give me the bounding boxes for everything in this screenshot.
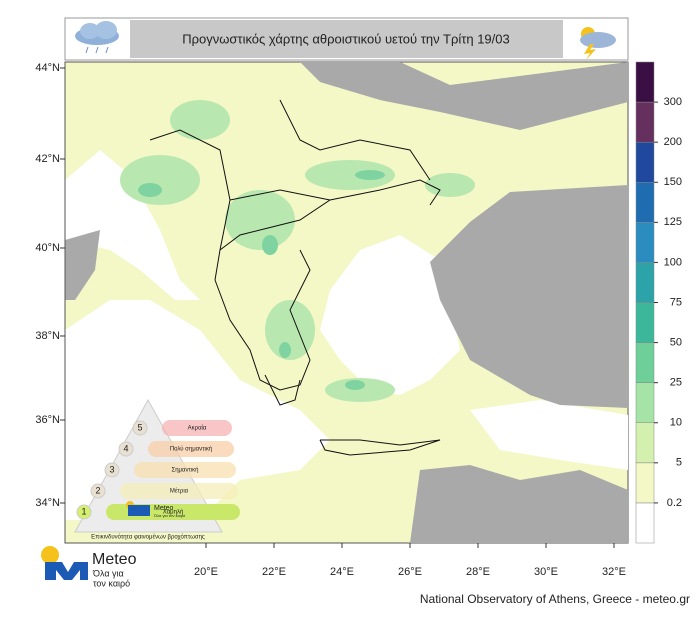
- footer: National Observatory of Athens, Greece -…: [420, 592, 690, 606]
- no-data-area: [410, 465, 628, 543]
- lon-label: 24°E: [330, 566, 354, 578]
- lon-label: 32°E: [602, 566, 626, 578]
- no-data-area: [300, 62, 628, 130]
- risk-pill: [120, 483, 238, 499]
- risk-label: Πολύ σημαντική: [170, 446, 212, 453]
- risk-badge: [132, 420, 148, 436]
- storm-icon: [580, 27, 616, 60]
- risk-pill: [162, 420, 232, 436]
- map: [64, 61, 629, 544]
- rain-light: [120, 100, 475, 402]
- sea: [65, 150, 200, 300]
- risk-legend: 5 Ακραία 4 Πολύ σημαντική 3 Σημαντική 2 Μέτρια 1…: [74, 398, 240, 541]
- lon-label: 30°E: [534, 566, 558, 578]
- risk-label: Χαμηλή: [163, 509, 184, 516]
- risk-badge: [90, 483, 106, 499]
- no-data-area: [65, 230, 100, 300]
- colorbar-label: 200: [664, 136, 682, 148]
- logo-slogan: τον καιρό: [93, 578, 130, 588]
- colorbar-band: [635, 502, 655, 544]
- lat-label: 40°N: [35, 242, 60, 254]
- colorbar-band: [635, 262, 655, 303]
- logo-brand: Meteo: [92, 551, 137, 568]
- colorbar-label: 125: [664, 216, 682, 228]
- colorbar-label: 150: [664, 176, 682, 188]
- risk-label: Μέτρια: [170, 488, 189, 495]
- risk-label: Σημαντική: [171, 467, 198, 474]
- colorbar-label: 300: [664, 96, 682, 108]
- risk-number: 4: [123, 443, 128, 453]
- risk-badge: [76, 504, 92, 520]
- latitude-labels: 44°N 42°N 40°N 38°N 36°N 34°N: [35, 62, 65, 509]
- colorbar-label: 25: [670, 377, 682, 389]
- rain-moderate: [138, 170, 385, 390]
- colorbar-label: 100: [664, 256, 682, 268]
- title: Προγνωστικός χάρτης αθροιστικού υετού τη…: [182, 31, 509, 46]
- colorbar-band: [635, 222, 655, 263]
- risk-pill: [148, 441, 234, 457]
- risk-label: Ακραία: [188, 426, 207, 432]
- legend-brand: Meteo: [154, 505, 174, 512]
- legend-slogan: Όλα για τον καιρό: [153, 513, 186, 518]
- lon-label: 22°E: [262, 566, 286, 578]
- sea: [470, 400, 628, 470]
- lon-label: 20°E: [194, 566, 218, 578]
- risk-badge: [104, 462, 120, 478]
- colorbar-band: [635, 302, 655, 343]
- lon-label: 26°E: [398, 566, 422, 578]
- colorbar-band: [635, 462, 655, 504]
- sea: [320, 235, 460, 395]
- colorbar-label: 75: [670, 296, 682, 308]
- colorbar-band: [635, 382, 655, 423]
- colorbar-band: [635, 141, 655, 183]
- risk-number: 3: [109, 464, 114, 474]
- colorbar-band: [635, 342, 655, 383]
- colorbar-band: [635, 61, 655, 103]
- colorbar-band: [635, 182, 655, 223]
- lat-label: 42°N: [35, 153, 60, 165]
- logo-sun: [41, 546, 59, 564]
- risk-number: 1: [81, 506, 86, 516]
- colorbar-label: 0.2: [667, 497, 682, 509]
- colorbar: 0.2 5 10 25 50 75 100 125 150 200 300: [635, 61, 682, 544]
- colorbar-band: [635, 422, 655, 464]
- risk-number: 5: [137, 422, 142, 432]
- colorbar-label: 50: [670, 336, 682, 348]
- legend-caption: Επικινδυνότητα φαινομένων βροχόπτωσης: [91, 534, 205, 541]
- cloud-icon: [75, 21, 119, 54]
- lat-label: 36°N: [35, 414, 60, 426]
- risk-pill: [134, 462, 236, 478]
- colorbar-band: [635, 101, 655, 143]
- logo-slogan: Όλα για: [92, 568, 124, 578]
- borders: [149, 99, 441, 456]
- logo-mark: [45, 562, 88, 580]
- logo: Meteo Όλα για τον καιρό: [41, 546, 137, 588]
- lat-label: 44°N: [35, 62, 60, 74]
- lat-label: 38°N: [35, 330, 60, 342]
- risk-number: 2: [95, 485, 100, 495]
- lon-label: 28°E: [466, 566, 490, 578]
- longitude-labels: 20°E 22°E 24°E 26°E 28°E 30°E 32°E: [194, 543, 626, 578]
- logo-mark: [128, 505, 150, 516]
- colorbar-label: 5: [676, 457, 682, 469]
- lat-label: 34°N: [35, 497, 60, 509]
- risk-badge: [118, 441, 134, 457]
- no-data-area: [430, 185, 628, 408]
- header-band: [130, 20, 563, 58]
- colorbar-label: 10: [670, 417, 682, 429]
